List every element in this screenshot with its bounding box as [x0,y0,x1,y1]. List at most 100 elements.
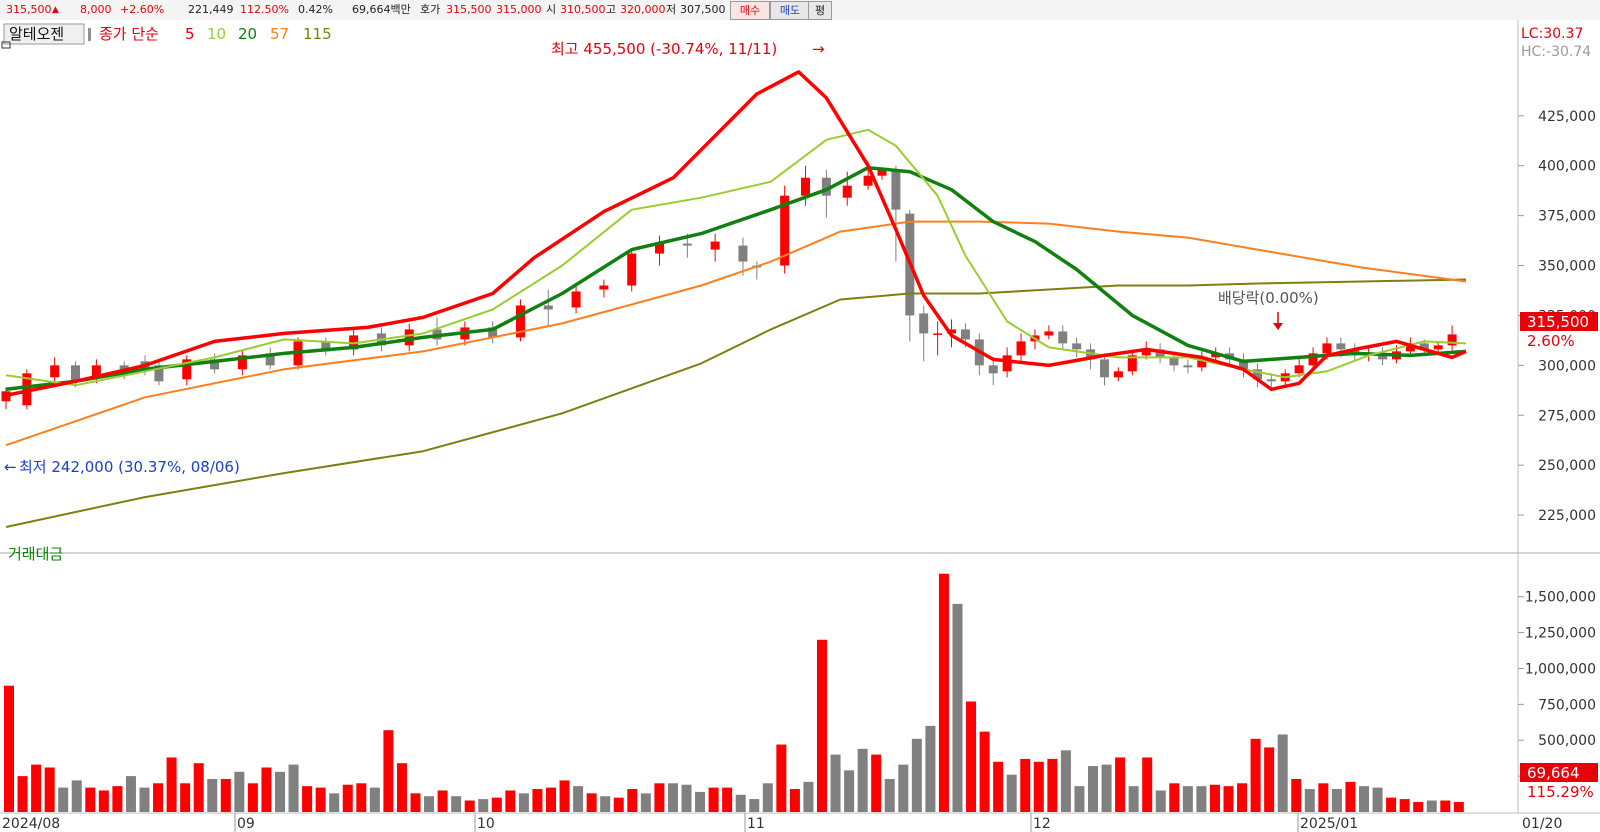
evaluate-button[interactable]: 평 [808,1,832,20]
volume-bar [857,748,868,812]
price-tick-label: 225,000 [1538,508,1596,524]
candle [933,321,943,356]
volume-bar [1331,789,1342,812]
volume-bar [925,725,936,812]
volume-bar [1359,786,1369,812]
grid-icon[interactable] [1,41,11,49]
volume-bar [586,793,597,812]
buy-button[interactable]: 매수 [730,1,770,20]
volume-bar [491,797,502,812]
volume-bar [288,764,299,812]
volume-bar [1413,801,1424,812]
volume-bar [1074,786,1085,812]
moving-averages [5,70,1467,528]
volume-bar [410,793,421,812]
ma-legend-10: 10 [207,25,226,43]
ma-legend-20: 20 [238,25,257,43]
volume-bar [789,789,800,812]
sell-button[interactable]: 매도 [770,1,810,20]
ask-price: 315,500 [446,3,492,16]
candle [891,165,901,262]
volume-tick-label: 500,000 [1538,733,1596,749]
candle [1016,333,1026,362]
candle [599,279,609,298]
ma-legend-57: 57 [270,25,289,43]
stock-name[interactable]: 알테오젠 [9,25,64,43]
volume-bar [613,797,624,812]
volume-bar [4,685,14,812]
chart-area: 225,000250,000275,000300,000325,000350,0… [0,20,1600,832]
volume-bar [667,783,678,812]
volume-bar [275,771,285,812]
price-tick-label: 300,000 [1538,358,1596,374]
volume-bar [1426,800,1437,812]
candle [182,355,192,386]
candle [154,361,164,386]
open-price: 310,500 [560,3,606,16]
volume-bar [1372,787,1383,812]
volume-bar [532,789,543,812]
candle [1378,347,1388,366]
candle [1127,349,1137,376]
candle [1,387,11,410]
current-change-tag: 2.60% [1527,332,1575,350]
volume-bar [1209,784,1220,812]
price-tick-label: 250,000 [1538,458,1596,474]
date-tick-label: 2024/08 [2,816,60,832]
volume-bar [600,796,611,812]
volume-tick-label: 1,000,000 [1525,661,1596,677]
volume-bar [261,767,272,812]
current-volume-tag-text: 69,664 [1527,764,1580,782]
candle [22,369,32,410]
volume-bar [573,786,584,812]
volume-bar [451,796,462,812]
price-change-pct: +2.60% [120,3,165,16]
candle [265,347,275,370]
volume-bar [1250,738,1261,812]
candle [1058,325,1068,350]
volume-bar [329,793,340,812]
ma-line-57 [5,220,1467,447]
volume-bar [166,757,177,812]
volume-bar [1006,774,1017,812]
volume-bar [640,793,651,812]
high-label: 고 [606,3,617,16]
candle [1044,325,1054,340]
volume-bar [396,763,407,812]
volume-bar [559,780,570,812]
volume-bar [1386,797,1397,812]
high-price: 320,000 [620,3,666,16]
volume-bar [871,754,882,812]
volume-bar [1318,783,1329,812]
price-tick-label: 400,000 [1538,159,1596,175]
volume-bar [695,791,706,812]
volume-bar [844,770,855,812]
volume-bar [302,786,313,812]
volume-bar [220,778,231,812]
volume-bar [17,776,28,812]
volume-bar [505,790,516,812]
volume-bar [1399,799,1410,812]
candle [1433,341,1443,354]
volume-bar [735,794,746,812]
volume-bar [369,787,380,812]
date-tick-label: 12 [1033,816,1051,832]
candle [404,323,414,352]
bid-price: 315,000 [496,3,542,16]
ma-legend-label: 종가 단순 [99,25,159,43]
ma-line-20 [5,165,1467,392]
volume-bar [1020,758,1031,812]
min-price-annotation: 최저 242,000 (30.37%, 08/06) [19,458,240,476]
candle [571,285,581,314]
volume-bar [722,787,733,812]
date-axis: 2024/08 09 10 11 12 2025/01 01/20 [2,813,1562,832]
candle [50,357,60,386]
candle [237,349,247,376]
volume-bar [153,783,164,812]
volume-bar [1182,786,1193,812]
volume-bar [437,790,448,812]
ma-line-10 [5,128,1467,387]
price-tick-label: 425,000 [1538,109,1596,125]
volume-bar [464,800,475,812]
